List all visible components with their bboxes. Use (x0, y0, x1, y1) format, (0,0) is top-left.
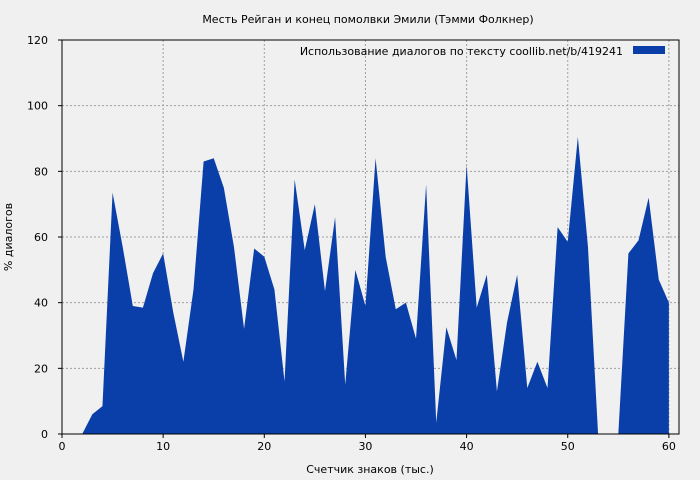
y-tick-label: 60 (34, 231, 48, 244)
x-tick-label: 30 (358, 440, 372, 453)
series-layer (82, 136, 669, 434)
tick-layer: 0 10 20 30 40 50 60 0 20 40 60 80 100 120 (27, 34, 676, 453)
y-tick-label: 20 (34, 362, 48, 375)
y-axis-label: % диалогов (2, 203, 15, 271)
legend-label: Использование диалогов по тексту coollib… (300, 45, 623, 58)
y-tick-label: 80 (34, 165, 48, 178)
series-area (82, 136, 669, 434)
y-tick-label: 120 (27, 34, 48, 47)
x-tick-label: 0 (59, 440, 66, 453)
chart-title: Месть Рейган и конец помолвки Эмили (Тэм… (202, 13, 533, 26)
x-axis-label: Счетчик знаков (тыс.) (306, 463, 434, 476)
y-tick-label: 100 (27, 100, 48, 113)
x-tick-label: 40 (460, 440, 474, 453)
legend: Использование диалогов по тексту coollib… (300, 45, 665, 58)
y-tick-label: 0 (41, 428, 48, 441)
x-tick-label: 10 (156, 440, 170, 453)
x-tick-label: 50 (561, 440, 575, 453)
x-tick-label: 20 (257, 440, 271, 453)
legend-swatch (633, 46, 665, 54)
y-tick-label: 40 (34, 297, 48, 310)
x-tick-label: 60 (662, 440, 676, 453)
